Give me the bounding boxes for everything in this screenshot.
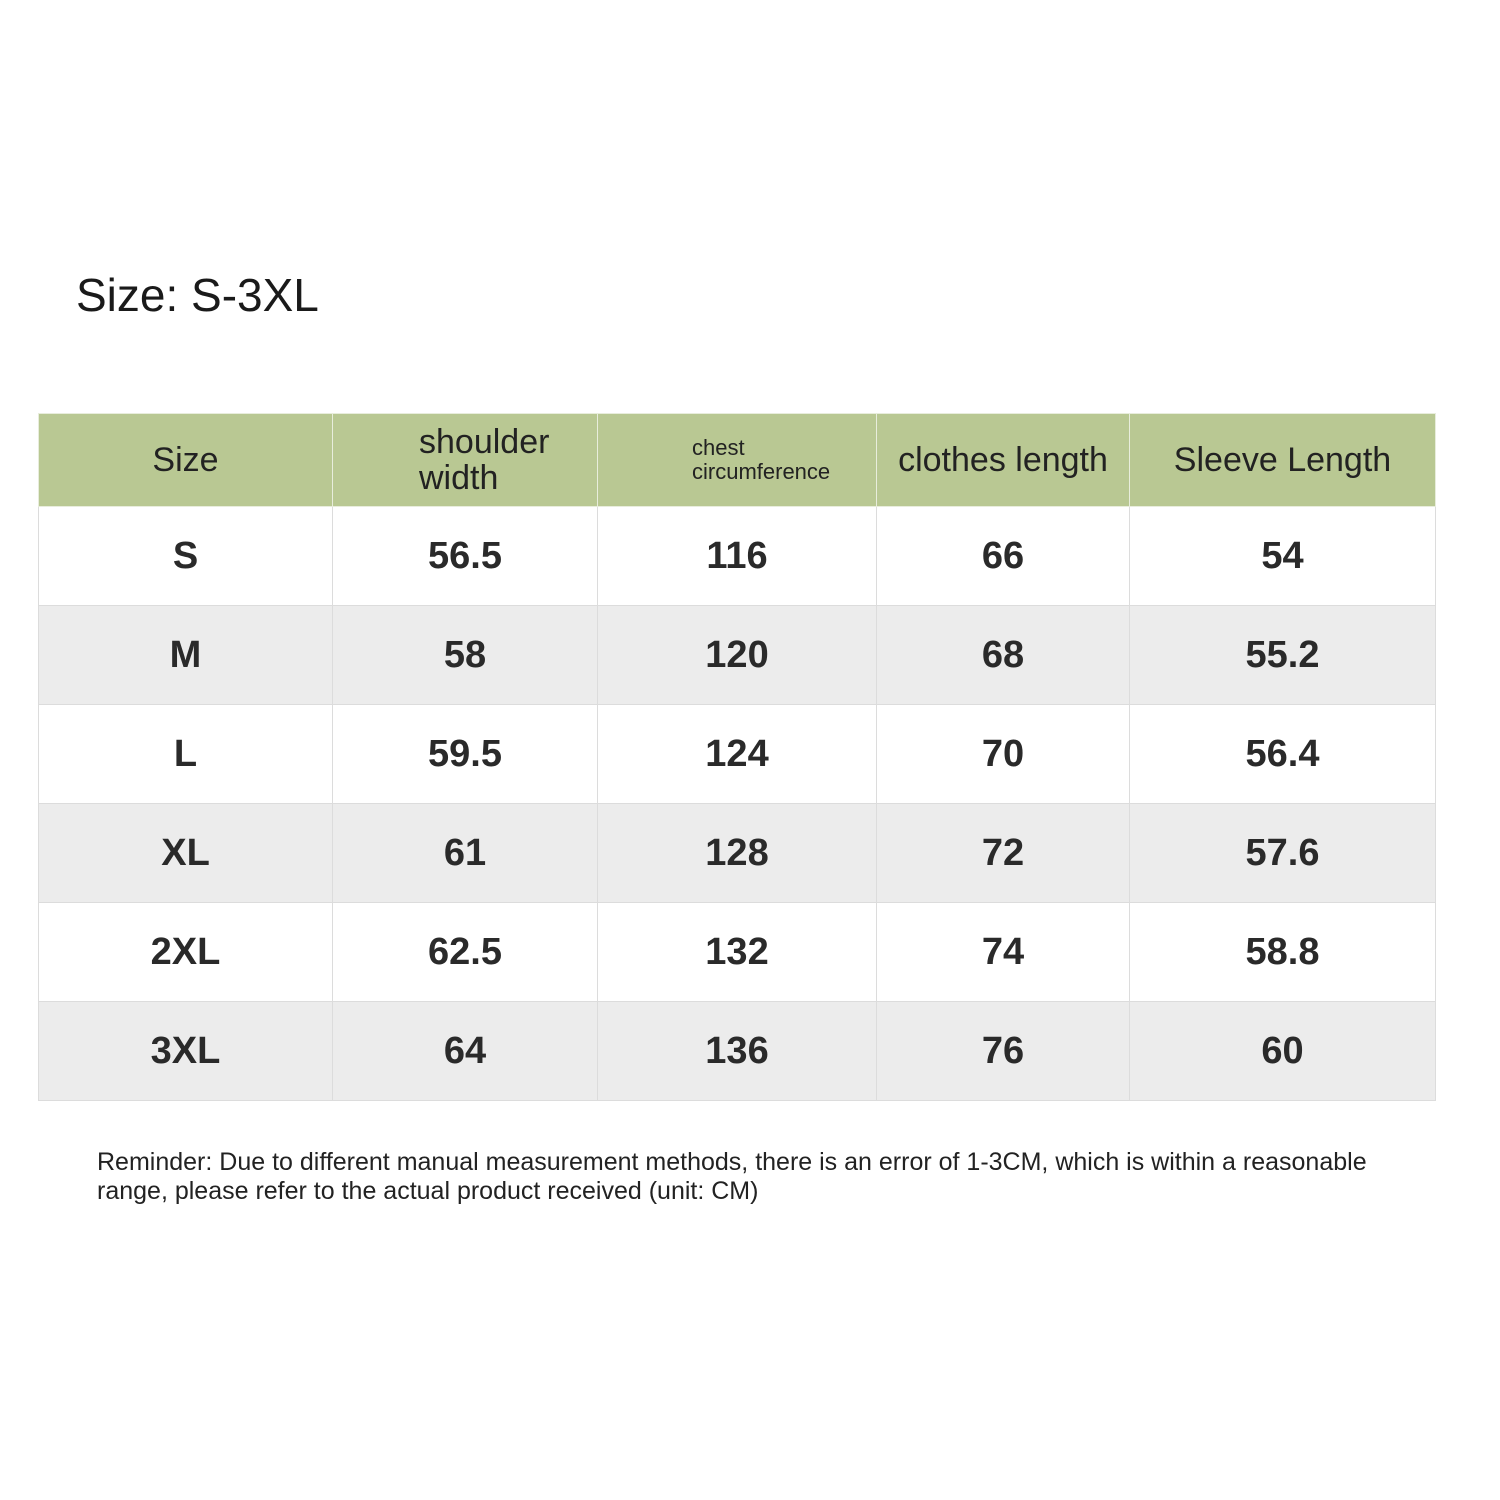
header-shoulder-width: shoulder width bbox=[332, 413, 598, 507]
cell-shoulder-width: 62.5 bbox=[332, 902, 598, 1002]
cell-chest-circumference: 136 bbox=[597, 1001, 877, 1101]
cell-size: M bbox=[38, 605, 333, 705]
cell-sleeve-length: 56.4 bbox=[1129, 704, 1436, 804]
cell-clothes-length: 72 bbox=[876, 803, 1130, 903]
cell-sleeve-length: 54 bbox=[1129, 506, 1436, 606]
cell-shoulder-width: 64 bbox=[332, 1001, 598, 1101]
table-row: 3XL 64 136 76 60 bbox=[38, 1001, 1436, 1101]
cell-size: L bbox=[38, 704, 333, 804]
header-clothes-length: clothes length bbox=[876, 413, 1130, 507]
table-row: S 56.5 116 66 54 bbox=[38, 506, 1436, 606]
cell-sleeve-length: 58.8 bbox=[1129, 902, 1436, 1002]
cell-shoulder-width: 61 bbox=[332, 803, 598, 903]
header-size: Size bbox=[38, 413, 333, 507]
cell-size: XL bbox=[38, 803, 333, 903]
table-row: XL 61 128 72 57.6 bbox=[38, 803, 1436, 903]
cell-clothes-length: 74 bbox=[876, 902, 1130, 1002]
cell-clothes-length: 68 bbox=[876, 605, 1130, 705]
cell-clothes-length: 66 bbox=[876, 506, 1130, 606]
cell-sleeve-length: 55.2 bbox=[1129, 605, 1436, 705]
cell-chest-circumference: 124 bbox=[597, 704, 877, 804]
cell-sleeve-length: 60 bbox=[1129, 1001, 1436, 1101]
cell-chest-circumference: 120 bbox=[597, 605, 877, 705]
size-chart-table: Size shoulder width chest circumference … bbox=[38, 413, 1436, 1101]
cell-chest-circumference: 128 bbox=[597, 803, 877, 903]
table-row: M 58 120 68 55.2 bbox=[38, 605, 1436, 705]
table-row: 2XL 62.5 132 74 58.8 bbox=[38, 902, 1436, 1002]
cell-shoulder-width: 59.5 bbox=[332, 704, 598, 804]
table-row: L 59.5 124 70 56.4 bbox=[38, 704, 1436, 804]
cell-sleeve-length: 57.6 bbox=[1129, 803, 1436, 903]
cell-clothes-length: 76 bbox=[876, 1001, 1130, 1101]
cell-shoulder-width: 58 bbox=[332, 605, 598, 705]
cell-size: 3XL bbox=[38, 1001, 333, 1101]
header-sleeve-length: Sleeve Length bbox=[1129, 413, 1436, 507]
cell-chest-circumference: 116 bbox=[597, 506, 877, 606]
header-chest-circumference: chest circumference bbox=[597, 413, 877, 507]
table-header-row: Size shoulder width chest circumference … bbox=[38, 413, 1436, 507]
cell-shoulder-width: 56.5 bbox=[332, 506, 598, 606]
cell-size: 2XL bbox=[38, 902, 333, 1002]
measurement-reminder: Reminder: Due to different manual measur… bbox=[97, 1148, 1367, 1205]
cell-size: S bbox=[38, 506, 333, 606]
size-range-title: Size: S-3XL bbox=[76, 269, 319, 321]
cell-chest-circumference: 132 bbox=[597, 902, 877, 1002]
cell-clothes-length: 70 bbox=[876, 704, 1130, 804]
